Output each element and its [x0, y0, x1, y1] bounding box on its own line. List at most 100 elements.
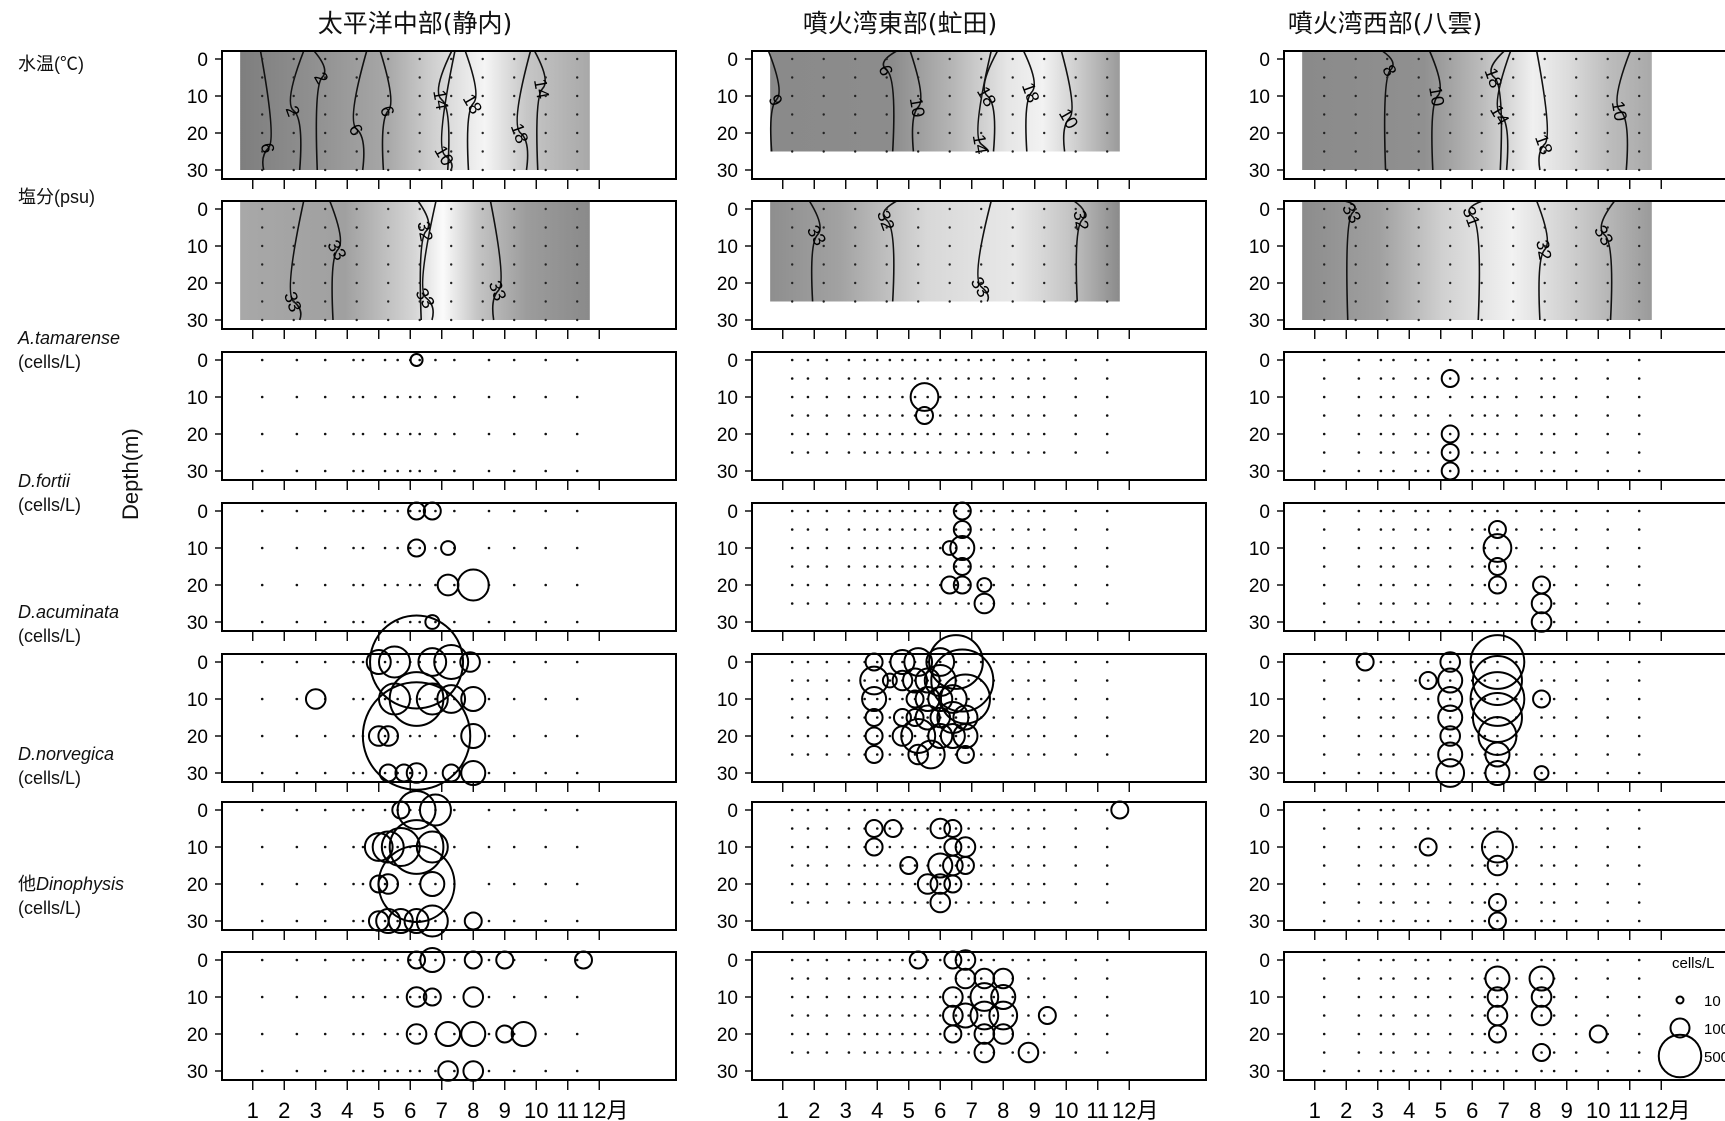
sample-dot [1552, 864, 1556, 867]
sample-dot [513, 281, 516, 285]
sample-dot [954, 734, 958, 738]
sample-dot [1575, 94, 1578, 98]
legend-label: 10 [1704, 993, 1721, 1010]
sample-dot [512, 697, 516, 701]
sample-dot [355, 113, 358, 116]
sample-dot [1483, 1014, 1487, 1017]
sample-dot [1106, 94, 1109, 98]
sample-dot [1322, 901, 1326, 904]
sample-dot [825, 602, 829, 605]
abundance-bubble [1440, 443, 1460, 462]
sample-dot [361, 583, 365, 587]
sample-dot [361, 546, 365, 550]
sample-dot [885, 226, 888, 229]
sample-dot [355, 57, 358, 61]
sample-dot [790, 602, 794, 605]
sample-dot [1379, 827, 1383, 830]
abundance-bubble [1484, 741, 1511, 768]
sample-dot [1515, 451, 1518, 454]
sample-dot [992, 753, 996, 756]
sample-dot [979, 827, 983, 830]
sample-dot [822, 281, 825, 285]
sample-dot [854, 263, 857, 266]
sample-dot [806, 565, 810, 568]
sample-dot [1496, 546, 1499, 550]
sample-dot [544, 697, 547, 701]
sample-dot [352, 1032, 355, 1036]
sample-dot [1606, 76, 1609, 79]
sample-dot [513, 207, 516, 211]
sample-dot [324, 281, 327, 285]
sample-dot [1357, 451, 1361, 454]
sample-dot [1470, 734, 1474, 738]
sample-dot [806, 958, 810, 962]
sample-dot [875, 660, 879, 664]
contour-label: 32 [1532, 238, 1555, 261]
sample-dot [1392, 753, 1395, 756]
sample-dot [1574, 528, 1578, 531]
sample-dot [926, 451, 929, 454]
sample-dot [825, 432, 829, 436]
sample-dot [513, 318, 516, 322]
abundance-bubble [929, 873, 952, 895]
sample-dot [885, 76, 888, 79]
x-tick-label: 5 [903, 1098, 915, 1121]
sample-dot [1011, 509, 1014, 513]
sample-dot [825, 697, 829, 701]
sample-dot [292, 207, 295, 211]
x-tick-label: 6 [934, 1098, 946, 1121]
contour-line [352, 50, 368, 171]
sample-dot [1552, 919, 1556, 923]
sample-dot [901, 358, 904, 362]
sample-dot [295, 395, 299, 399]
sample-dot [352, 583, 355, 587]
sample-dot [1470, 1051, 1474, 1054]
sample-dot [1027, 565, 1030, 568]
sample-dot [954, 358, 958, 362]
x-tick-label: 1 [1309, 1098, 1321, 1121]
sample-dot [854, 300, 857, 303]
sample-dot [1638, 318, 1641, 322]
sample-dot [1027, 546, 1030, 550]
sample-dot [1042, 451, 1046, 454]
sample-dot [418, 358, 422, 362]
sample-dot [1449, 263, 1452, 266]
sample-dot [1105, 451, 1109, 454]
sample-dot [361, 469, 365, 473]
row-label-d-acuminata: D.acuminata (cells/L) [18, 602, 120, 646]
sample-dot [355, 150, 358, 153]
sample-dot [1470, 845, 1474, 849]
sample-dot [806, 864, 810, 867]
column-title-abuta: 噴火湾東部(虻田) [802, 9, 998, 38]
sample-dot [1105, 358, 1109, 362]
sample-dot [888, 1032, 892, 1036]
sample-dot [967, 734, 970, 738]
y-tick-label: 30 [187, 462, 208, 483]
sample-dot [260, 509, 264, 513]
sample-dot [885, 150, 888, 153]
sample-dot [1496, 697, 1499, 701]
sample-dot [295, 660, 299, 664]
sample-dot [1470, 432, 1474, 436]
abundance-bubble [1437, 704, 1464, 731]
y-tick-label: 20 [187, 1025, 208, 1046]
sample-dot [1575, 113, 1578, 116]
sample-dot [806, 734, 810, 738]
sample-dot [1637, 1032, 1641, 1036]
sample-dot [576, 318, 579, 322]
sample-dot [1357, 716, 1361, 719]
sample-dot [1574, 716, 1578, 719]
sample-dot [1322, 753, 1326, 756]
abundance-bubble [462, 1060, 485, 1082]
sample-dot [1496, 469, 1499, 473]
sample-dot [1354, 131, 1357, 135]
sample-dot [1322, 660, 1326, 664]
sample-dot [979, 1051, 983, 1054]
sample-dot [1574, 565, 1578, 568]
sample-dot [1606, 565, 1609, 568]
sample-dot [1074, 207, 1077, 211]
abundance-bubble [460, 722, 487, 750]
sample-dot [1357, 414, 1361, 417]
y-tick-label: 0 [197, 351, 208, 372]
sample-dot [992, 1014, 996, 1017]
